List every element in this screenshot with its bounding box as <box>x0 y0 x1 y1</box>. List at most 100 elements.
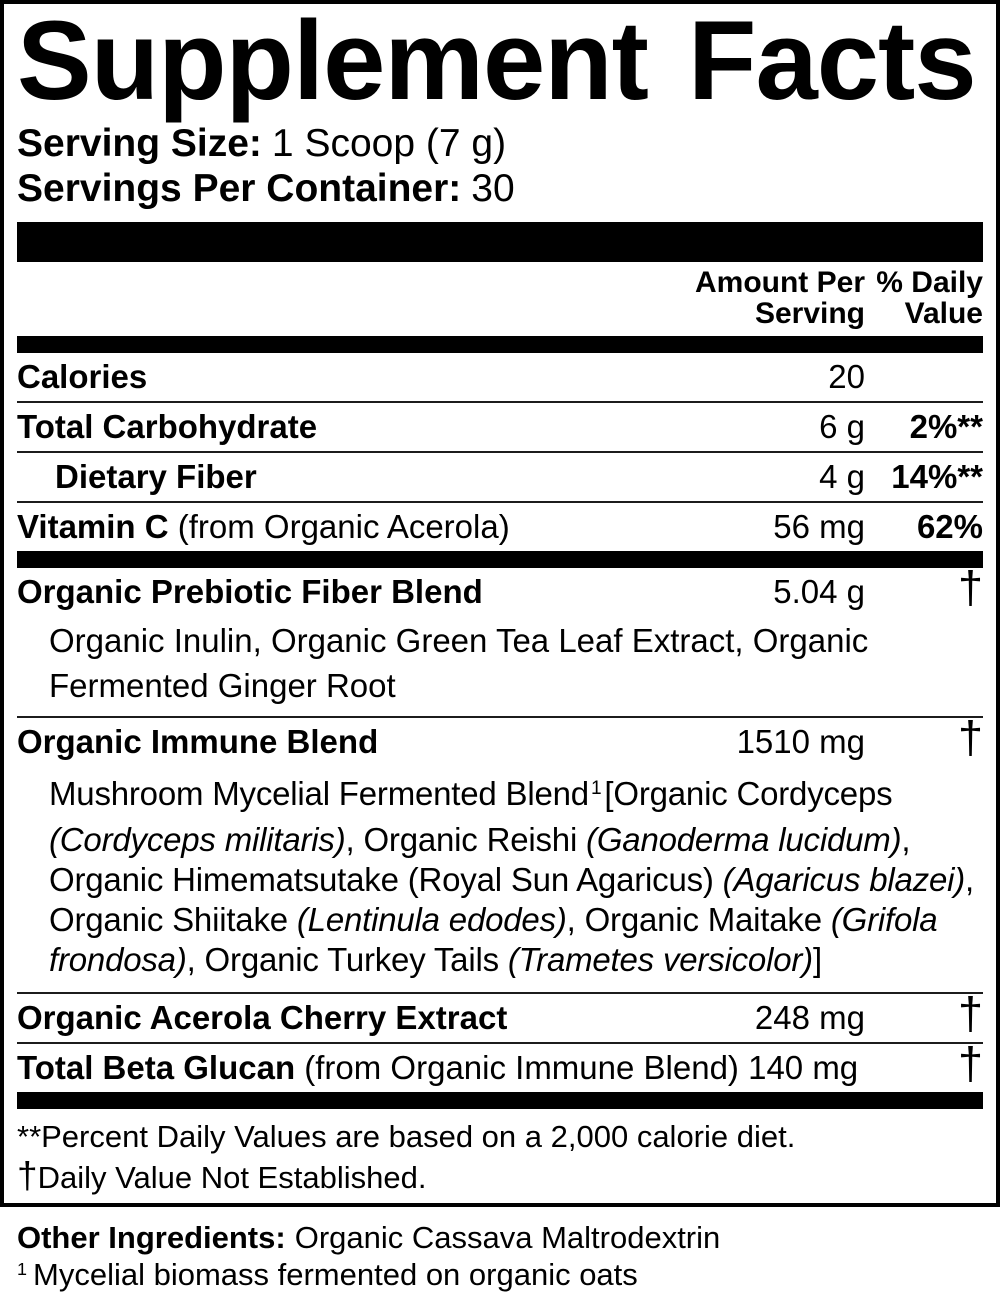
nutrient-name-suffix: (from Organic Acerola) <box>168 507 510 545</box>
description-segment: , Organic Turkey Tails <box>186 940 508 978</box>
description-segment: (Trametes versicolor) <box>507 940 813 978</box>
description-segment: frondosa) <box>49 940 187 978</box>
other-ingredients-label: Other Ingredients: <box>17 1219 286 1255</box>
nutrient-name-bold: Organic Acerola Cherry Extract <box>17 998 508 1036</box>
supplement-facts-panel: Supplement Facts Serving Size: 1 Scoop (7… <box>0 0 1000 1207</box>
nutrient-amount: 5.04 g <box>773 572 865 610</box>
description-segment: (Agaricus blazei) <box>722 860 966 898</box>
percent-daily-value-header: % Daily Value <box>876 265 983 330</box>
nutrient-name-bold: Total Carbohydrate <box>17 407 318 445</box>
description-segment: [Organic Cordyceps <box>604 774 893 812</box>
description-line: Mushroom Mycelial Fermented Blend 1[Organ… <box>49 774 983 820</box>
nutrient-amount: 6 g <box>819 407 865 445</box>
description-segment: Organic Shiitake <box>49 900 297 938</box>
row-separator <box>17 450 983 453</box>
nutrient-daily-value: 62% <box>916 507 983 545</box>
nutrient-row-main: Dietary Fiber 4 g 14%** <box>17 453 983 501</box>
dagger-footnote: †Daily Value Not Established. <box>17 1154 427 1196</box>
nutrient-sub-ingredients: Organic Inulin, Organic Green Tea Leaf E… <box>17 616 983 716</box>
servings-per-container-line: Servings Per Container: 30 <box>17 166 983 211</box>
description-line: frondosa), Organic Turkey Tails (Tramete… <box>49 940 983 980</box>
description-segment: Mushroom Mycelial Fermented Blend <box>49 774 589 812</box>
header-thick-bar <box>17 221 983 262</box>
nutrient-name-bold: Calories <box>17 357 148 395</box>
nutrient-name-suffix: (from Organic Immune Blend) 140 mg <box>295 1048 859 1086</box>
nutrient-amount: 248 mg <box>754 998 865 1036</box>
row-separator <box>17 991 983 994</box>
other-ingredients-value: Organic Cassava Maltrodextrin <box>294 1219 721 1255</box>
mycelial-biomass-note: 1 Mycelial biomass fermented on organic o… <box>17 1256 638 1292</box>
nutrient-amount: 20 <box>828 357 865 395</box>
servings-per-container-label: Servings Per Container: <box>17 166 462 210</box>
description-segment: ] <box>812 940 822 978</box>
description-segment: , Organic Reishi <box>345 820 587 858</box>
sub-ingredients-line: Organic Inulin, Organic Green Tea Leaf E… <box>49 621 869 659</box>
nutrient-name: Dietary Fiber <box>17 458 700 496</box>
description-segment: (Lentinula edodes) <box>296 900 567 938</box>
description-segment: , <box>901 820 911 858</box>
daily-value-footnote: **Percent Daily Values are based on a 2,… <box>17 1118 796 1154</box>
nutrient-row-main: Total Carbohydrate 6 g 2%** <box>17 403 983 451</box>
nutrient-description: Mushroom Mycelial Fermented Blend 1[Organ… <box>17 766 983 992</box>
row-separator <box>17 500 983 503</box>
nutrient-rows: Calories 20 Total Carbohydrate 6 g 2%** Dieta… <box>17 353 983 1109</box>
description-line: Organic Himematsutake (Royal Sun Agaricu… <box>49 860 983 900</box>
panel-title: Supplement Facts <box>17 0 977 123</box>
nutrient-name: Total Beta Glucan (from Organic Immune B… <box>17 1048 858 1087</box>
description-line: (Cordyceps militaris), Organic Reishi (G… <box>49 820 983 860</box>
nutrient-amount: 56 mg <box>773 507 865 545</box>
column-headers: Amount Per Serving % Daily Value <box>17 267 983 336</box>
nutrient-row: Vitamin C (from Organic Acerola) 56 mg 62% <box>17 503 983 551</box>
sub-ingredients-line: Fermented Ginger Root <box>49 666 396 704</box>
description-segment: , <box>965 860 975 898</box>
description-segment: , Organic Maitake <box>566 900 831 938</box>
nutrient-row-main: Vitamin C (from Organic Acerola) 56 mg 62% <box>17 503 983 551</box>
row-separator <box>17 1041 983 1044</box>
nutrient-row-main: Organic Prebiotic Fiber Blend 5.04 g † <box>17 561 983 613</box>
below-panel-notes: Other Ingredients: Organic Cassava Maltro… <box>0 1207 1000 1298</box>
nutrient-name-bold: Organic Immune Blend <box>17 722 379 760</box>
footnotes: **Percent Daily Values are based on a 2,… <box>17 1109 983 1197</box>
nutrient-name-bold: Dietary Fiber <box>55 457 257 495</box>
nutrient-amount: 4 g <box>819 457 865 495</box>
row-separator <box>17 715 983 718</box>
row-separator <box>17 400 983 403</box>
nutrient-daily-value: 14%** <box>891 457 983 495</box>
biomass-note-superscript: 1 <box>17 1258 27 1279</box>
description-line: Organic Shiitake (Lentinula edodes), Org… <box>49 900 983 940</box>
nutrient-row: Dietary Fiber 4 g 14%** <box>17 453 983 501</box>
nutrient-name: Total Carbohydrate <box>17 408 700 446</box>
nutrient-row: Organic Immune Blend 1510 mg † Mushroom Myc… <box>17 711 983 992</box>
nutrient-row-main: Organic Acerola Cherry Extract 248 mg † <box>17 987 983 1039</box>
nutrient-row: Organic Acerola Cherry Extract 248 mg † <box>17 987 983 1042</box>
description-superscript: 1 <box>590 778 602 800</box>
nutrient-amount: 1510 mg <box>736 722 865 760</box>
serving-size-label: Serving Size: <box>17 121 262 165</box>
description-segment: (Ganoderma lucidum) <box>586 820 902 858</box>
nutrient-row-main: Organic Immune Blend 1510 mg † <box>17 711 983 763</box>
serving-size-value: 1 Scoop (7 g) <box>271 121 507 165</box>
description-segment: (Cordyceps militaris) <box>49 820 346 858</box>
serving-size-line: Serving Size: 1 Scoop (7 g) <box>17 121 983 166</box>
amount-per-serving-header: Amount Per Serving <box>694 265 865 330</box>
nutrient-row: Total Carbohydrate 6 g 2%** <box>17 403 983 451</box>
nutrient-row: Calories 20 <box>17 353 983 401</box>
description-segment: (Grifola <box>830 900 938 938</box>
nutrient-name: Organic Immune Blend <box>17 723 700 761</box>
columns-thick-bar <box>17 335 983 353</box>
nutrient-name: Vitamin C (from Organic Acerola) <box>17 508 700 546</box>
nutrient-name-bold: Vitamin C <box>17 507 169 545</box>
nutrient-name: Calories <box>17 358 700 396</box>
nutrient-row: Organic Prebiotic Fiber Blend 5.04 g † Orga… <box>17 561 983 716</box>
nutrient-daily-value: 2%** <box>909 407 983 445</box>
nutrient-name-bold: Organic Prebiotic Fiber Blend <box>17 572 483 610</box>
nutrient-row-main: Total Beta Glucan (from Organic Immune B… <box>17 1037 983 1089</box>
nutrient-name: Organic Prebiotic Fiber Blend <box>17 573 700 611</box>
section-thick-bar <box>17 1091 983 1109</box>
nutrient-row: Total Beta Glucan (from Organic Immune B… <box>17 1037 983 1092</box>
nutrient-name-bold: Total Beta Glucan <box>17 1048 296 1086</box>
dagger-glyph: † <box>17 1154 38 1196</box>
nutrient-row-main: Calories 20 <box>17 353 983 401</box>
other-ingredients-line: Other Ingredients: Organic Cassava Maltro… <box>17 1219 983 1256</box>
section-thick-bar <box>17 550 983 568</box>
